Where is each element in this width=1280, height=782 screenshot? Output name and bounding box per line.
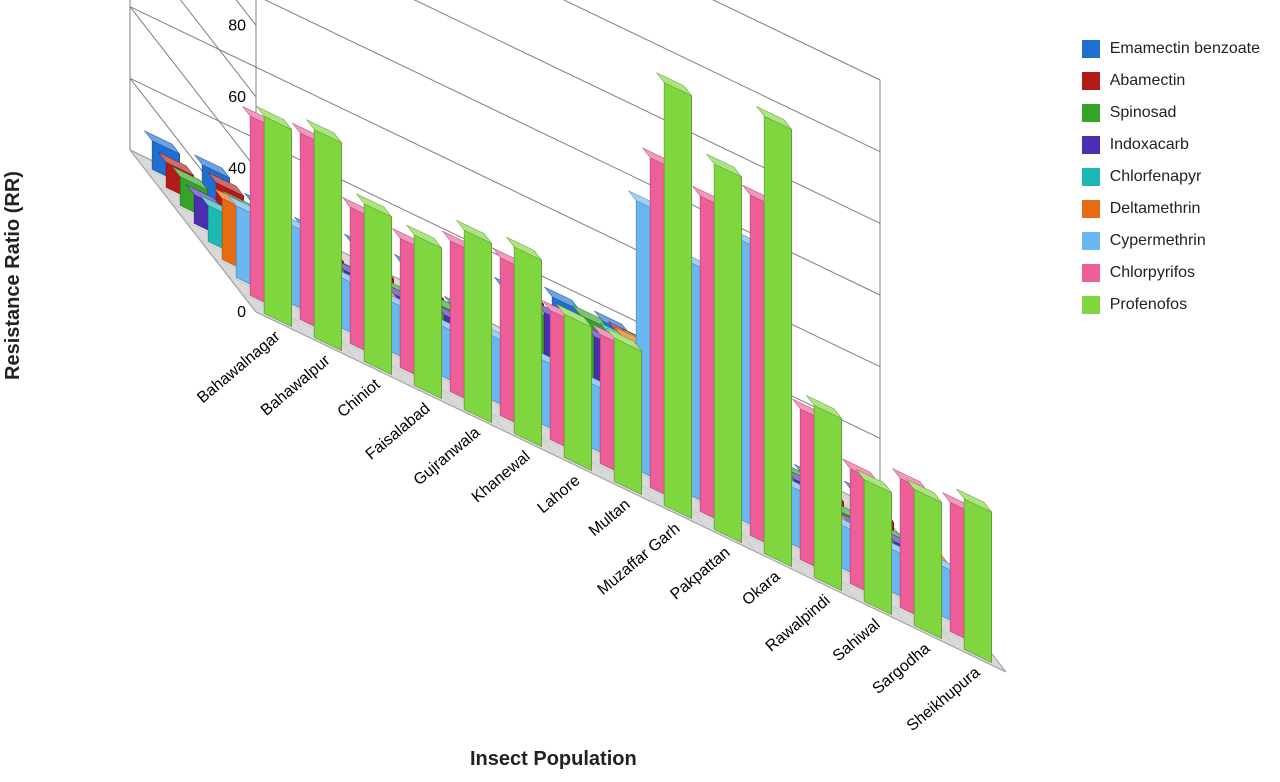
- legend-item: Chlorfenapyr: [1082, 168, 1260, 186]
- legend-swatch: [1082, 40, 1100, 58]
- chart-svg: 020406080100120BahawalnagarBahawalpurChi…: [0, 0, 1075, 782]
- legend-item: Spinosad: [1082, 104, 1260, 122]
- chart-container: 020406080100120BahawalnagarBahawalpurChi…: [0, 0, 1280, 782]
- x-tick-label: Chiniot: [334, 376, 384, 421]
- x-tick-label: Okara: [739, 568, 783, 609]
- y-axis-label: Resistance Ratio (RR): [2, 171, 25, 380]
- legend-item: Cypermethrin: [1082, 232, 1260, 250]
- legend-label: Cypermethrin: [1110, 232, 1206, 250]
- legend: Emamectin benzoate Abamectin Spinosad Indox…: [1082, 40, 1260, 328]
- legend-item: Profenofos: [1082, 296, 1260, 314]
- y-tick-label: 80: [228, 17, 246, 34]
- legend-item: Indoxacarb: [1082, 136, 1260, 154]
- legend-label: Indoxacarb: [1110, 136, 1189, 154]
- x-tick-label: Lahore: [534, 472, 583, 517]
- legend-swatch: [1082, 264, 1100, 282]
- y-tick-label: 40: [228, 161, 246, 178]
- legend-label: Abamectin: [1110, 72, 1186, 90]
- x-tick-label: Gujranwala: [411, 424, 484, 489]
- legend-label: Chlorpyrifos: [1110, 264, 1195, 282]
- legend-item: Abamectin: [1082, 72, 1260, 90]
- legend-swatch: [1082, 72, 1100, 90]
- legend-item: Deltamethrin: [1082, 200, 1260, 218]
- x-tick-label: Sahiwal: [830, 616, 884, 665]
- legend-swatch: [1082, 232, 1100, 250]
- legend-swatch: [1082, 296, 1100, 314]
- legend-label: Emamectin benzoate: [1110, 40, 1260, 58]
- x-tick-label: Multan: [586, 496, 634, 540]
- x-axis-label: Insect Population: [470, 748, 637, 771]
- legend-label: Chlorfenapyr: [1110, 168, 1202, 186]
- legend-swatch: [1082, 200, 1100, 218]
- bars: [144, 73, 991, 663]
- x-tick-label: Khanewal: [469, 448, 534, 506]
- legend-label: Spinosad: [1110, 104, 1177, 122]
- x-tick-label: Sheikhupura: [904, 664, 984, 735]
- legend-label: Deltamethrin: [1110, 200, 1201, 218]
- x-tick-label: Bahawalpur: [258, 352, 334, 420]
- legend-label: Profenofos: [1110, 296, 1187, 314]
- x-tick-label: Faisalabad: [363, 400, 434, 463]
- legend-swatch: [1082, 136, 1100, 154]
- legend-item: Chlorpyrifos: [1082, 264, 1260, 282]
- legend-swatch: [1082, 104, 1100, 122]
- x-tick-label: Sargodha: [869, 640, 933, 698]
- y-tick-label: 60: [228, 89, 246, 106]
- x-tick-label: Pakpattan: [667, 544, 733, 603]
- legend-swatch: [1082, 168, 1100, 186]
- legend-item: Emamectin benzoate: [1082, 40, 1260, 58]
- x-tick-label: Rawalpindi: [763, 592, 834, 655]
- y-tick-label: 0: [237, 304, 246, 321]
